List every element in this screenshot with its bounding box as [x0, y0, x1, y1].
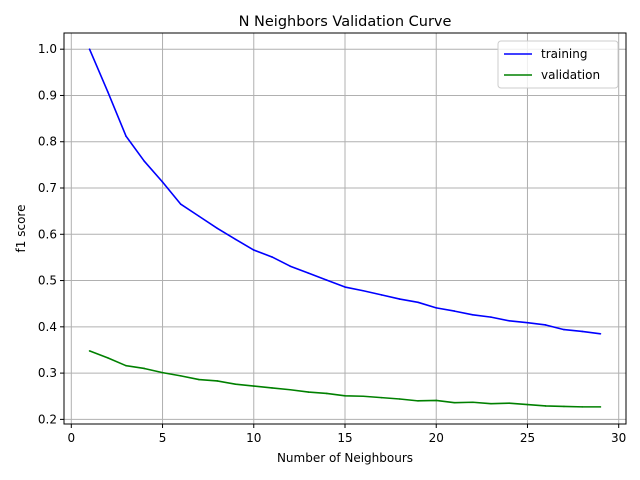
data-point-validation [271, 387, 273, 389]
chart-title: N Neighbors Validation Curve [239, 14, 452, 30]
data-point-validation [417, 400, 419, 402]
x-axis-label: Number of Neighbours [277, 451, 413, 465]
data-point-validation [143, 367, 146, 370]
data-point-validation [252, 385, 255, 387]
x-tick-label: 20 [429, 431, 444, 445]
y-tick-label: 0.3 [38, 366, 57, 380]
data-point-training [453, 310, 456, 312]
data-point-validation [563, 405, 565, 408]
data-point-training [490, 316, 492, 318]
y-tick-label: 0.9 [38, 88, 57, 102]
data-point-validation [398, 398, 401, 400]
y-tick-label: 0.4 [38, 320, 57, 334]
data-point-training [563, 328, 565, 331]
data-point-validation [307, 391, 310, 393]
data-point-validation [526, 403, 529, 406]
x-tick-label: 30 [611, 431, 626, 445]
data-point-training [106, 90, 109, 93]
data-point-validation [179, 375, 182, 377]
y-axis-label: f1 score [14, 205, 28, 253]
data-point-training [271, 256, 273, 258]
data-point-training [435, 307, 438, 309]
data-point-training [216, 227, 219, 230]
data-point-validation [471, 401, 474, 404]
data-point-validation [380, 396, 383, 399]
y-tick-label: 0.8 [38, 135, 57, 149]
legend: training validation [497, 40, 619, 89]
data-point-training [344, 286, 346, 288]
legend-label-validation: validation [541, 68, 600, 82]
data-point-training [398, 298, 401, 300]
y-tick-label: 0.2 [38, 412, 57, 426]
data-point-validation [544, 405, 547, 407]
legend-box [497, 40, 619, 89]
data-point-validation [216, 380, 219, 382]
data-point-training [508, 320, 511, 322]
data-point-training [179, 203, 182, 206]
data-point-validation [161, 371, 164, 374]
series-layer [88, 48, 602, 408]
data-point-training [88, 48, 91, 50]
data-point-training [125, 135, 127, 137]
legend-label-training: training [541, 47, 588, 61]
data-point-validation [435, 399, 438, 402]
data-point-validation [106, 357, 109, 359]
data-point-training [234, 238, 237, 241]
x-tick-label: 10 [246, 431, 261, 445]
data-point-validation [289, 388, 292, 391]
data-point-training [325, 279, 328, 281]
data-point-validation [362, 395, 365, 398]
data-point-validation [88, 350, 91, 352]
x-tick-label: 25 [520, 431, 535, 445]
y-tick-label: 1.0 [38, 42, 57, 56]
data-point-validation [325, 392, 328, 395]
y-tick-label: 0.5 [38, 274, 57, 288]
data-point-training [252, 249, 255, 251]
data-point-training [599, 332, 602, 335]
data-point-training [526, 321, 529, 324]
data-point-training [198, 215, 200, 218]
data-point-training [380, 294, 383, 296]
data-point-training [143, 160, 146, 162]
y-tick-label: 0.6 [38, 227, 57, 241]
data-point-training [289, 265, 292, 268]
x-tick-label: 0 [67, 431, 75, 445]
data-point-training [581, 330, 584, 333]
grid-layer [64, 33, 626, 424]
data-point-training [417, 301, 419, 304]
data-point-validation [234, 383, 237, 386]
data-point-validation [198, 378, 200, 381]
data-point-training [307, 272, 310, 274]
data-point-validation [508, 402, 511, 404]
data-point-validation [453, 401, 456, 404]
y-tick-label: 0.7 [38, 181, 57, 195]
data-point-validation [344, 394, 346, 397]
data-point-training [471, 314, 474, 316]
data-point-validation [581, 406, 584, 408]
data-point-training [161, 181, 164, 183]
x-tick-label: 15 [337, 431, 352, 445]
data-point-validation [125, 364, 127, 367]
data-point-validation [599, 406, 602, 408]
data-point-training [544, 324, 547, 326]
ticks-layer: 0 5 10 15 20 25 30 0.2 0.3 0.4 0.5 0.6 0.7 0.8 0.9 1.0 [38, 42, 626, 445]
data-point-training [362, 289, 365, 292]
data-point-validation [490, 402, 492, 405]
x-tick-label: 5 [159, 431, 167, 445]
